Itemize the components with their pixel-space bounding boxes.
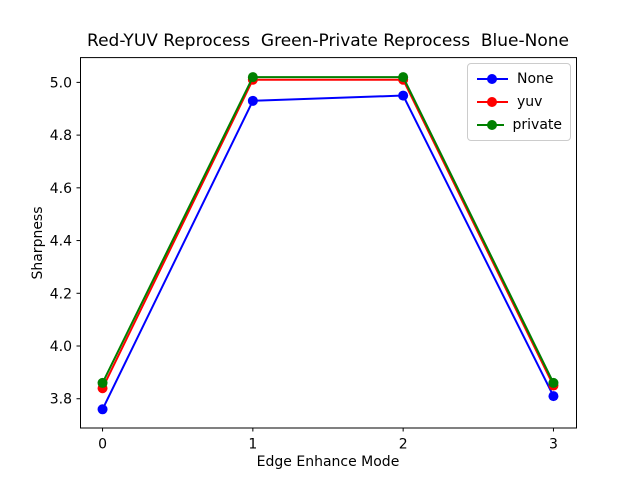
data-point-marker (247, 95, 258, 106)
y-tick-label: 4.8 (50, 128, 72, 144)
legend-label: None (517, 71, 554, 87)
y-tick-label: 4.4 (50, 234, 72, 250)
data-point-marker (97, 377, 108, 388)
axis-ticks: 0 1 2 3 3.8 4.0 4.2 4.4 4.6 4.8 5.0 (50, 75, 558, 452)
y-axis-label: Sharpness (30, 206, 46, 279)
data-point-marker (398, 72, 409, 83)
series-line-private (101, 76, 555, 384)
x-tick-label: 2 (399, 437, 408, 453)
y-tick-label: 4.6 (50, 181, 72, 197)
data-point-marker (548, 391, 559, 402)
y-tick-label: 3.8 (50, 392, 72, 408)
y-tick-label: 5.0 (50, 75, 72, 91)
y-tick-label: 4.2 (50, 286, 72, 302)
series-layer (97, 72, 559, 415)
legend-label: private (512, 117, 563, 133)
y-tick-label: 4.0 (50, 339, 72, 355)
legend: None yuv private (467, 63, 571, 141)
legend-item: private (477, 115, 562, 135)
x-tick-label: 1 (248, 437, 257, 453)
legend-item: yuv (477, 92, 562, 112)
legend-line-marker-icon (477, 97, 508, 107)
x-tick-label: 0 (98, 437, 107, 453)
legend-label: yuv (517, 94, 543, 110)
data-point-marker (398, 90, 409, 101)
data-point-marker (247, 72, 258, 83)
axes-frame (80, 57, 577, 429)
data-point-marker (548, 377, 559, 388)
chart-title: Red-YUV Reprocess Green-Private Reproces… (87, 31, 569, 51)
series-line-None (101, 94, 555, 410)
plot-area-border (80, 57, 577, 429)
data-point-marker (97, 404, 108, 415)
legend-line-marker-icon (477, 120, 504, 130)
legend-item: None (477, 69, 562, 89)
legend-line-marker-icon (477, 74, 508, 84)
series-line-yuv (101, 78, 555, 389)
x-tick-label: 3 (549, 437, 558, 453)
x-axis-label: Edge Enhance Mode (257, 454, 400, 470)
